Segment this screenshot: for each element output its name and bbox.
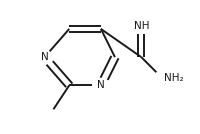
Text: NH: NH [134, 21, 149, 31]
Text: N: N [97, 80, 105, 90]
Text: NH₂: NH₂ [164, 73, 184, 83]
Text: N: N [41, 52, 49, 62]
